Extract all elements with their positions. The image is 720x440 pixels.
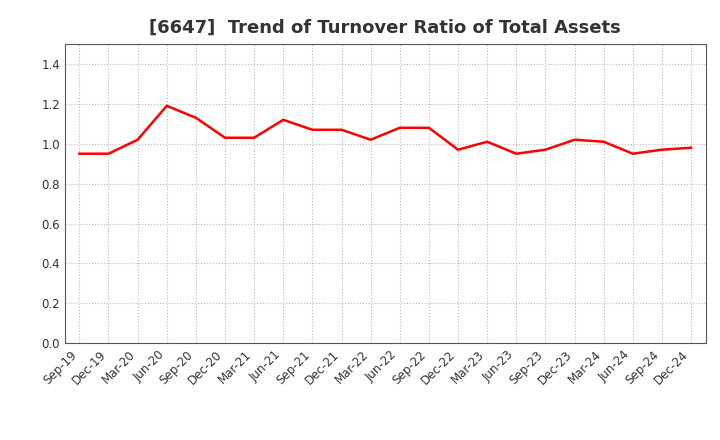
Title: [6647]  Trend of Turnover Ratio of Total Assets: [6647] Trend of Turnover Ratio of Total … bbox=[149, 19, 621, 37]
